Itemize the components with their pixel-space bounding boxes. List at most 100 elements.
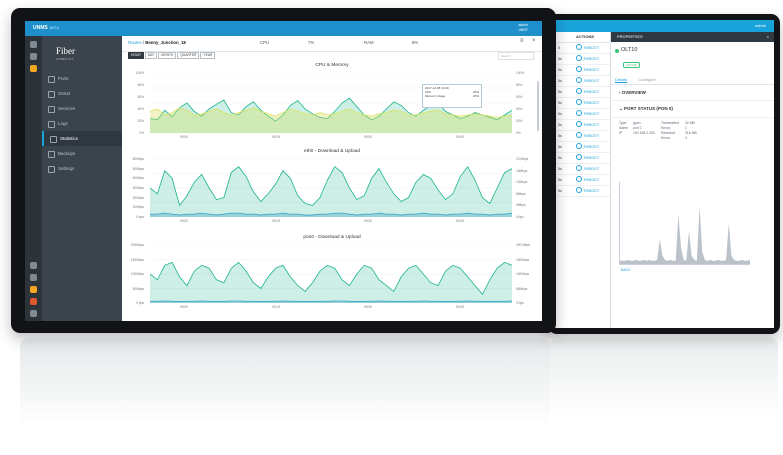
devices-icon[interactable] [30,53,37,60]
x-tick: 09:15 [272,305,280,309]
cpu-label: CPU [260,40,270,45]
tab-configure[interactable]: Configure [638,77,656,82]
y-right-tick: 100Mbps [516,272,530,276]
ram-value: 8% [412,40,419,45]
crumb-home[interactable]: Routes [128,40,142,45]
network-icon[interactable] [30,274,37,281]
y-left-tick: 20% [137,119,144,123]
reboot-button[interactable]: REBOOT [576,186,599,196]
series-area [150,107,512,133]
logo-main: Fiber [56,46,75,56]
kv-cell: IP [619,131,623,135]
chart-plot[interactable] [150,73,512,133]
user-line-2: UBNT [518,28,528,32]
x-tick: 09:30 [364,305,372,309]
reboot-button[interactable]: REBOOT [576,43,599,53]
y-right-tick: 16Mbps [516,168,528,173]
sidebar: Fiber UFIBER OLT Ports ONUs Services Logs St… [42,36,122,321]
crumb-sep: / [141,40,146,45]
kv-cell: gpon [633,121,641,125]
sidebar-item-backups[interactable]: Backups [42,146,122,161]
y-left-tick: 50Mbps [132,286,144,291]
port-status-section[interactable]: ⌄ PORT STATUS (PON 0) [611,101,774,118]
port-status-label: PORT STATUS (PON 0) [624,106,673,111]
sidebar-item-onus[interactable]: ONUs [42,86,122,101]
sidebar-item-services[interactable]: Services [42,101,122,116]
settings-icon[interactable] [30,298,37,305]
kv-cell [619,136,633,140]
search-input[interactable]: Search [498,52,534,60]
series-area [150,262,512,303]
period-hour-button[interactable]: HOUR [128,52,144,59]
kv-cell: Transmitted [661,121,679,125]
upload-icon[interactable] [30,262,37,269]
reboot-button[interactable]: REBOOT [576,131,599,141]
tooltip-key: CPU [425,90,432,94]
app-brand[interactable]: UNMS [33,25,48,31]
row-num: 5s [558,178,562,182]
back-user[interactable]: admin [755,23,766,28]
y-right-tick: 80% [516,83,523,87]
row-num: 5s [558,57,562,61]
reboot-button[interactable]: REBOOT [576,76,599,86]
status-badge: ACTIVE [623,62,640,68]
y-left-tick: 50Mbps [132,166,144,171]
scrollbar[interactable] [537,81,539,131]
overview-section[interactable]: › OVERVIEW [611,85,774,101]
sidebar-item-ports[interactable]: Ports [42,71,122,86]
row-num: 5s [558,189,562,193]
kv-cell: 1 [685,126,687,130]
reflection [20,338,550,428]
menu-icon[interactable]: ≡ [520,38,524,44]
y-left-tick: 60Mbps [132,157,144,161]
cpu-value: 7% [308,40,315,45]
kv-cell: Errors [661,126,671,130]
period-year-button[interactable]: YEAR [200,52,216,59]
reboot-button[interactable]: REBOOT [576,98,599,108]
table-row: 5 REBOOT [554,43,610,54]
back-link[interactable]: BACK [621,268,631,272]
sidebar-item-settings[interactable]: Settings [42,161,122,176]
period-month-button[interactable]: MONTH [158,52,177,59]
alert-icon[interactable] [30,286,37,293]
dashboard-icon[interactable] [30,41,37,48]
reboot-button[interactable]: REBOOT [576,87,599,97]
reboot-button[interactable]: REBOOT [576,175,599,185]
tooltip-time: 2017-12-08 10:40 [425,86,449,90]
table-row: 5s REBOOT [554,98,610,109]
period-day-button[interactable]: DAY [144,52,158,59]
reboot-button[interactable]: REBOOT [576,164,599,174]
sidebar-item-statistics[interactable]: Statistics [42,131,122,146]
chart-plot[interactable] [150,245,512,303]
tab-details[interactable]: Details [615,77,628,83]
table-row: 5s REBOOT [554,120,610,131]
close-icon[interactable]: × [766,34,769,39]
row-num: 5s [558,68,562,72]
app-topbar: UNMS BETA admin UBNT [25,21,542,36]
reboot-button[interactable]: REBOOT [576,54,599,64]
properties-title: PROPERTIES [617,34,643,39]
close-icon[interactable]: × [532,38,536,44]
y-left-tick: 80% [137,83,144,87]
user-menu[interactable]: admin UBNT [518,23,528,33]
reboot-button[interactable]: REBOOT [576,109,599,119]
y-right-tick: 200 Mbps [516,243,530,247]
back-device-table: ACTIONS 5 REBOOT 5s REBOOT 5s REBOOT 5s REBOOT 5… [554,32,611,328]
reboot-button[interactable]: REBOOT [576,153,599,163]
reboot-button[interactable]: REBOOT [576,65,599,75]
period-quarter-button[interactable]: QUARTER [177,52,200,59]
series-line [150,107,512,118]
sidebar-item-logs[interactable]: Logs [42,116,122,131]
reboot-button[interactable]: REBOOT [576,120,599,130]
series-line [150,212,512,216]
main-content: Routes / Benny_Junction_18 CPU 7% RAM 8%… [122,36,542,321]
reboot-button[interactable]: REBOOT [576,142,599,152]
chart-plot[interactable] [150,159,512,217]
y-left-tick: 30Mbps [132,186,144,190]
x-tick: 09:45 [456,305,464,309]
user-icon[interactable] [30,310,37,317]
y-left-tick: 0% [139,131,144,135]
sites-icon[interactable] [30,65,37,72]
sidebar-nav: Ports ONUs Services Logs Statistics Backups Se… [42,71,122,176]
x-tick: 09:30 [364,219,372,223]
